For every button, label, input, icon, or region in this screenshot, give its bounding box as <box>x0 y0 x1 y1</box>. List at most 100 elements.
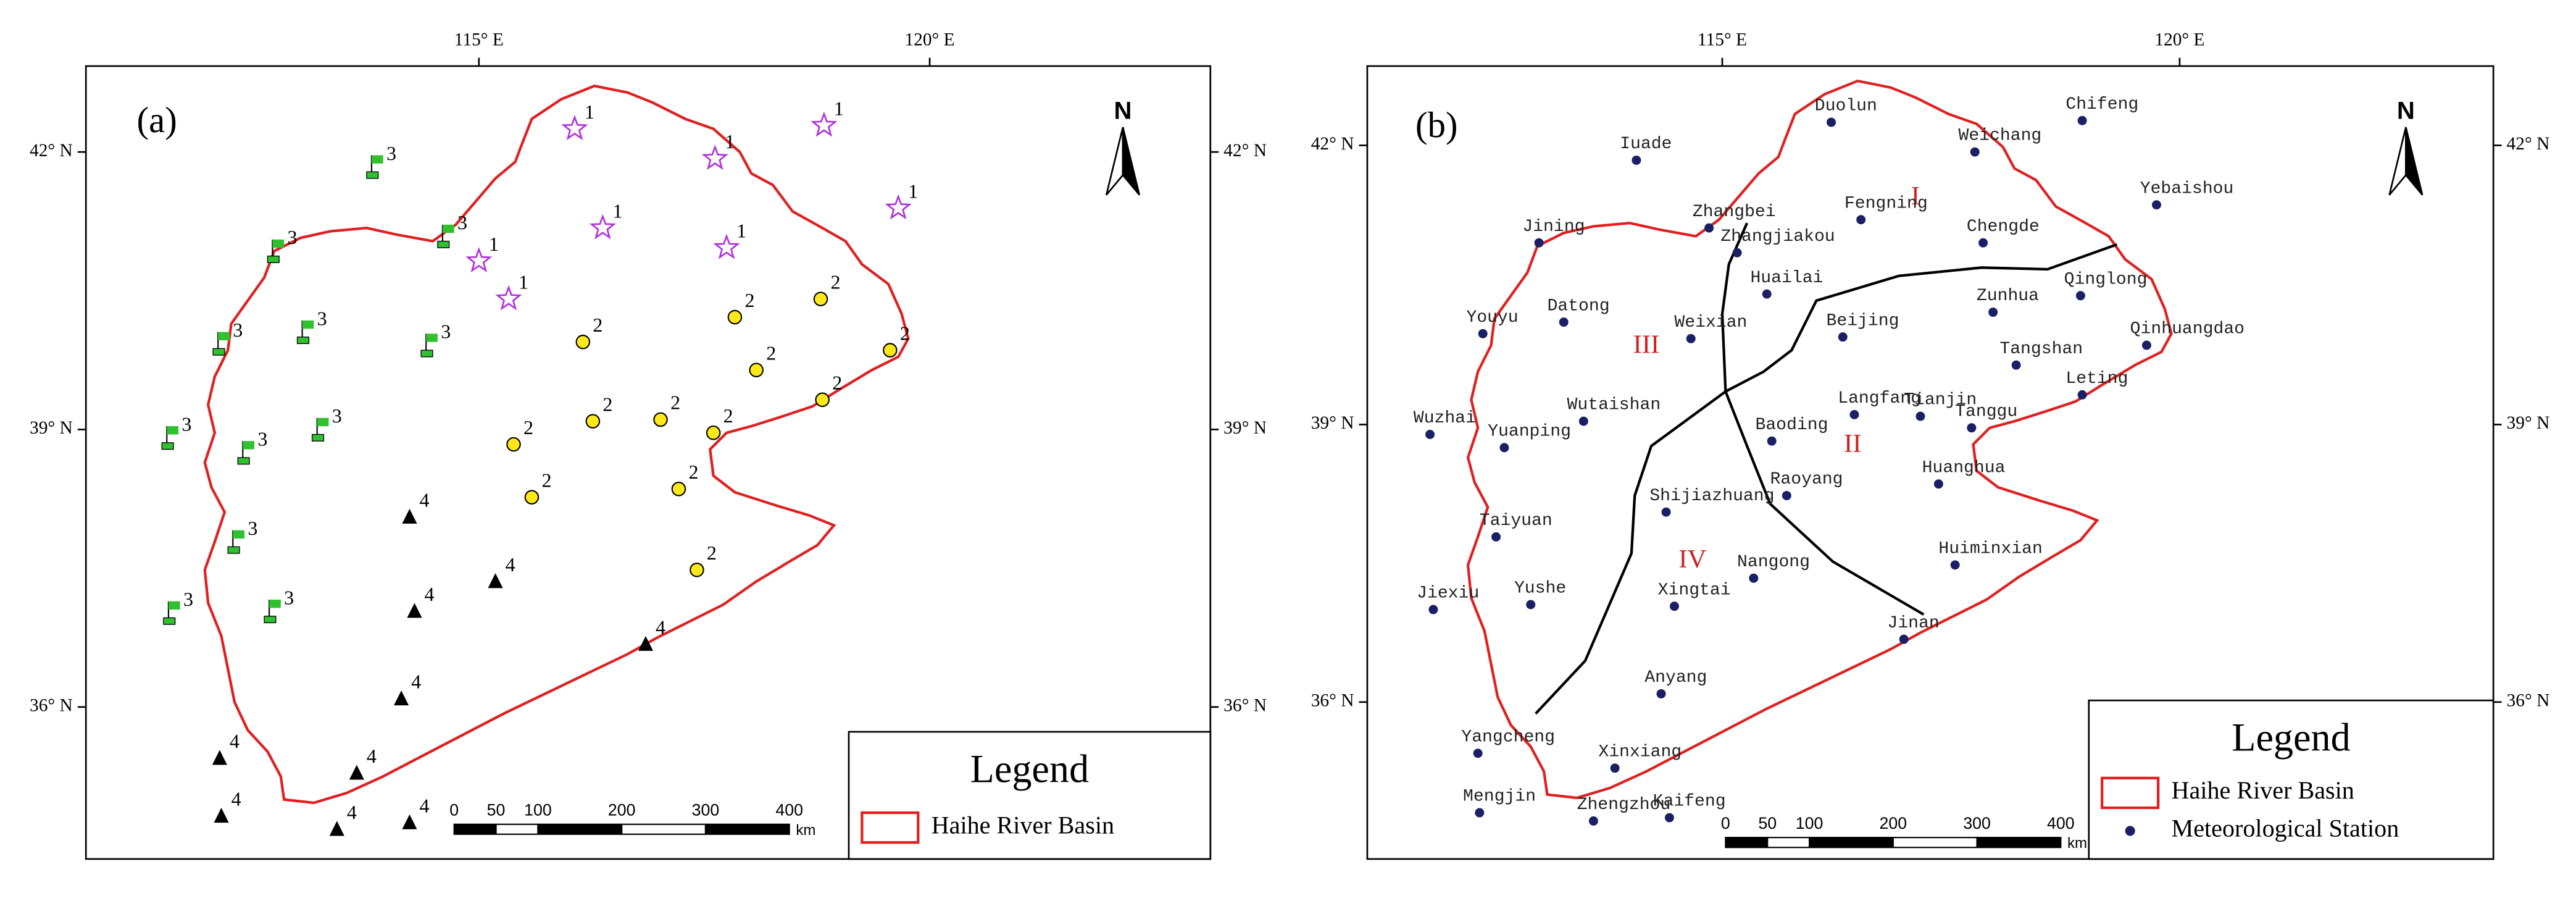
station-label: Taiyuan <box>1480 511 1553 530</box>
legend-item: Meteorological Station <box>2172 815 2399 842</box>
station-label: Nangong <box>1737 553 1810 572</box>
station-dot <box>1656 689 1666 698</box>
site-label: 4 <box>656 616 665 638</box>
longitude-label: 115° E <box>1698 30 1747 50</box>
site-label: 3 <box>257 428 267 450</box>
site-label: 3 <box>181 413 191 435</box>
legend-title: Legend <box>2232 716 2350 760</box>
station-dot <box>1664 813 1674 823</box>
site-flag <box>264 616 277 624</box>
station-dot <box>1749 573 1759 583</box>
site-circle <box>575 334 591 350</box>
station-label: Tangshan <box>1999 340 2083 359</box>
station-dot <box>1610 763 1620 773</box>
region-boundary <box>1725 243 2117 393</box>
map-frame <box>85 65 1212 860</box>
north-arrow <box>2388 127 2407 196</box>
site-flag <box>168 601 180 610</box>
basin-outline <box>203 84 910 805</box>
site-label: 4 <box>506 553 515 576</box>
latitude-label: 36° N <box>30 696 73 716</box>
site-star <box>495 285 522 311</box>
station-label: Anyang <box>1644 668 1707 687</box>
station-label: Xinxiang <box>1598 742 1682 761</box>
site-flag <box>317 417 329 427</box>
station-dot <box>1827 117 1836 127</box>
station-label: Mengjin <box>1463 787 1536 807</box>
scale-segment <box>621 823 707 835</box>
scale-segment <box>1767 837 1811 849</box>
station-label: Leting <box>2065 369 2128 388</box>
site-label: 1 <box>612 199 622 222</box>
station-label: Zhangbei <box>1693 203 1776 222</box>
station-dot <box>1970 147 1980 157</box>
station-label: Zunhua <box>1977 287 2039 306</box>
station-dot <box>2141 340 2151 350</box>
latitude-label: 42° N <box>1223 141 1267 161</box>
site-label: 3 <box>457 211 467 233</box>
site-flag <box>227 546 240 554</box>
latitude-label: 42° N <box>1311 134 1354 154</box>
site-circle <box>524 490 540 505</box>
station-dot <box>1578 416 1588 426</box>
site-flag <box>296 337 309 345</box>
station-dot <box>1838 332 1848 342</box>
basin-outline <box>1466 79 2173 800</box>
latitude-label: 42° N <box>30 141 73 161</box>
site-label: 1 <box>585 101 594 123</box>
site-flag <box>437 240 450 248</box>
scale-unit: km <box>2067 835 2087 852</box>
site-label: 3 <box>233 319 243 341</box>
site-flag <box>233 530 244 539</box>
site-label: 1 <box>908 180 918 202</box>
site-flag <box>311 434 325 442</box>
north-label: N <box>1114 96 1132 124</box>
station-label: Kaifeng <box>1653 792 1726 811</box>
panel-label: (b) <box>1415 105 1458 145</box>
site-label: 2 <box>541 469 551 491</box>
scale-label: 0 <box>449 800 459 819</box>
station-label: Tanggu <box>1955 402 2017 421</box>
station-label: Chifeng <box>2065 95 2138 114</box>
station-dot <box>1632 155 1641 165</box>
station-dot <box>1950 560 1960 570</box>
site-label: 3 <box>386 142 396 164</box>
site-label: 3 <box>248 517 257 539</box>
station-label: Yushe <box>1514 579 1566 598</box>
site-flag <box>302 320 314 329</box>
station-label: Xingtai <box>1658 581 1731 600</box>
station-dot <box>1475 808 1485 818</box>
site-flag <box>218 332 230 341</box>
station-dot <box>1988 308 1998 317</box>
site-flag <box>212 348 225 356</box>
site-label: 2 <box>593 314 602 336</box>
latitude-label: 39° N <box>30 418 73 438</box>
station-label: Huanghua <box>1922 458 2006 477</box>
station-label: Beijing <box>1827 311 1899 330</box>
station-dot <box>2151 200 2161 210</box>
latitude-label: 39° N <box>1311 413 1354 433</box>
site-label: 2 <box>723 405 733 427</box>
station-dot <box>1534 238 1544 248</box>
site-label: 2 <box>832 372 842 394</box>
station-dot <box>1478 329 1488 338</box>
station-dot <box>1762 289 1772 299</box>
latitude-label: 42° N <box>2507 134 2550 154</box>
site-circle <box>727 309 743 325</box>
scale-label: 50 <box>1758 814 1777 832</box>
legend-item: Haihe River Basin <box>2172 776 2354 804</box>
station-label: Tianjin <box>1904 391 1977 410</box>
station-dot <box>1428 605 1438 614</box>
scale-segment <box>1725 837 1769 849</box>
site-circle <box>671 481 686 497</box>
station-dot <box>1933 479 1943 489</box>
site-label: 2 <box>689 461 699 483</box>
latitude-label: 36° N <box>1311 691 1354 711</box>
site-star <box>561 115 588 141</box>
site-label: 3 <box>317 307 327 329</box>
scale-label: 300 <box>692 800 720 819</box>
station-dot <box>2075 291 2085 301</box>
site-label: 4 <box>231 788 241 810</box>
site-label: 4 <box>230 730 240 752</box>
site-label: 3 <box>284 586 294 608</box>
